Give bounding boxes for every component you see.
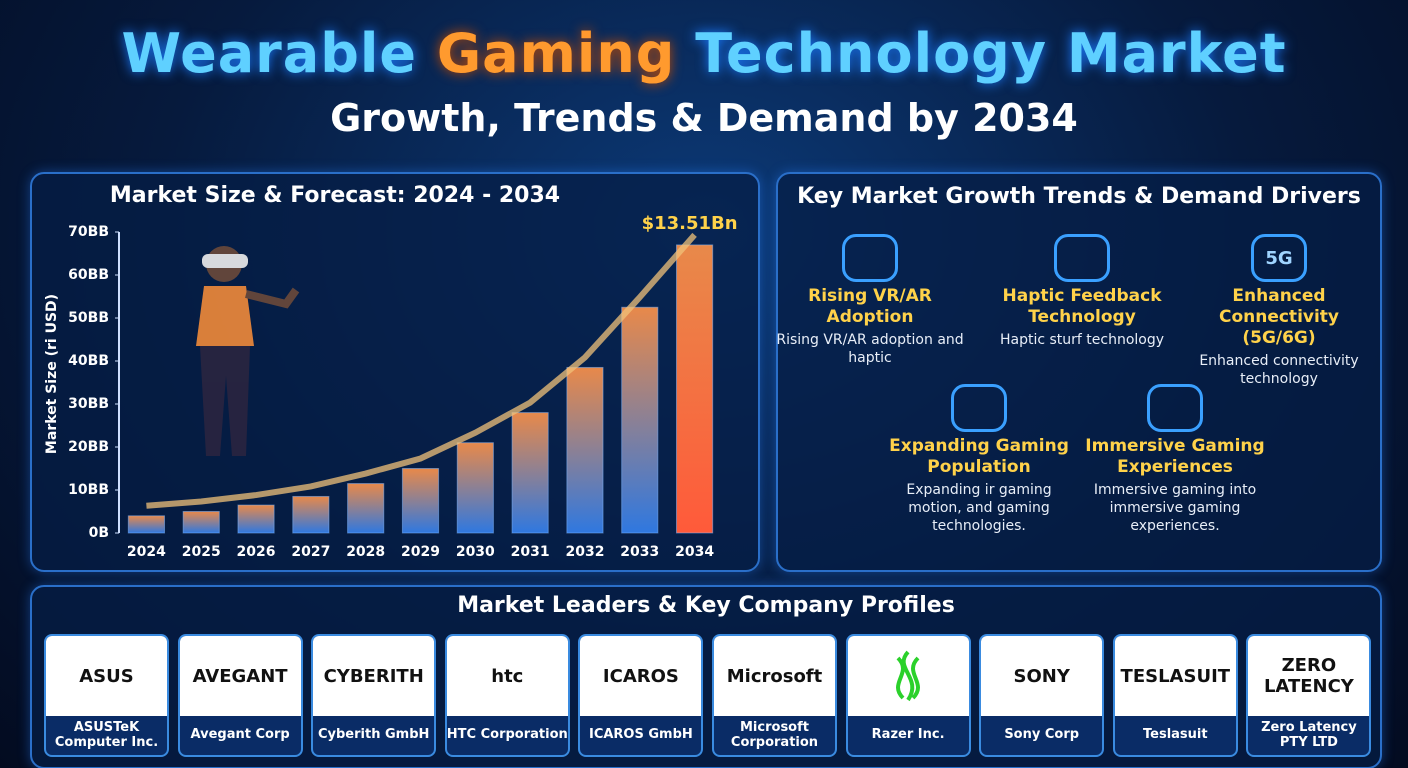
trend-text: Immersive gaming into immersive gaming e… [1093, 482, 1257, 534]
company-name: Cyberith GmbH [317, 727, 430, 742]
bar [182, 511, 220, 534]
y-tick-label: 50BB [68, 310, 109, 326]
company-logo: AVEGANT [179, 636, 301, 716]
bar [566, 366, 604, 534]
trend-item: 5G Enhanced Connectivity (5G/6G) Enhanced … [1184, 234, 1374, 388]
bar [621, 306, 659, 534]
x-tick-label: 2025 [182, 544, 221, 560]
y-tick-label: 0B [89, 525, 109, 541]
trend-title: Immersive Gaming Experiences [1085, 436, 1265, 477]
chart-panel: Market Size & Forecast: 2024 - 2034 Mark… [30, 172, 760, 572]
company-logo: Microsoft [714, 636, 835, 716]
bar [292, 495, 330, 534]
company-card: ICAROS ICAROS GmbH [578, 634, 704, 757]
company-logo: CYBERITH [313, 636, 435, 716]
trends-panel: Key Market Growth Trends & Demand Driver… [776, 172, 1382, 572]
bar [456, 442, 494, 534]
title-part: Technology Market [695, 22, 1287, 85]
chart: Market Size & Forecast: 2024 - 2034 Mark… [44, 183, 738, 560]
y-tick-label: 60BB [68, 267, 109, 283]
y-tick-label: 30BB [68, 396, 109, 412]
company-card: Razer Inc. [845, 634, 971, 757]
company-name: ICAROS GmbH [588, 727, 693, 742]
trend-item: Rising VR/AR Adoption Rising VR/AR adopti… [775, 234, 965, 367]
trends-title: Key Market Growth Trends & Demand Driver… [797, 184, 1361, 209]
company-card: SONY Sony Corp [979, 634, 1105, 757]
trend-icon: 5G [1251, 234, 1307, 282]
x-tick-label: 2027 [291, 544, 330, 560]
trend-item: Haptic Feedback Technology Haptic sturf t… [987, 234, 1177, 349]
bar [511, 412, 549, 534]
company-name: Microsoft Corporation [730, 719, 819, 750]
company-name: ASUSTeK Computer Inc. [54, 719, 159, 750]
subtitle: Growth, Trends & Demand by 2034 [330, 96, 1078, 140]
x-tick-label: 2024 [127, 544, 166, 560]
company-card: Microsoft Microsoft Corporation [712, 634, 837, 757]
x-tick-label: 2034 [675, 544, 714, 560]
company-card: htc HTC Corporation [444, 634, 570, 757]
trend-icon [1054, 234, 1110, 282]
company-logo: TESLASUIT [1114, 636, 1236, 716]
bar [401, 468, 440, 534]
title-part: Gaming [436, 22, 676, 85]
trend-text: Haptic sturf technology [999, 332, 1165, 348]
company-card: TESLASUIT Teslasuit [1112, 634, 1238, 757]
trend-item: Immersive Gaming Experiences Immersive ga… [1080, 384, 1270, 535]
bar [676, 244, 714, 534]
growth-arrow [146, 232, 697, 509]
player-figure [196, 246, 300, 456]
trend-title: Expanding Gaming Population [889, 436, 1069, 477]
x-tick-label: 2030 [456, 544, 495, 560]
company-logo: htc [446, 636, 568, 716]
trend-text: Expanding ir gaming motion, and gaming t… [906, 482, 1052, 534]
x-tick-label: 2029 [401, 544, 440, 560]
title: Wearable Gaming Technology Market [0, 22, 1408, 85]
razer-logo [896, 650, 921, 702]
y-tick-label: 40BB [68, 353, 109, 369]
bar [127, 515, 165, 534]
company-logo: ZERO LATENCY [1248, 636, 1370, 716]
company-card: ASUS ASUSTeK Computer Inc. [44, 634, 169, 757]
title-part: Wearable [121, 22, 418, 85]
x-tick-label: 2032 [565, 544, 604, 560]
trend-title: Rising VR/AR Adoption [808, 286, 932, 327]
x-tick-label: 2028 [346, 544, 385, 560]
bar [237, 504, 275, 534]
company-logo: ASUS [46, 636, 167, 716]
company-logo: SONY [981, 636, 1103, 716]
y-tick-label: 70BB [68, 224, 109, 240]
company-name: HTC Corporation [446, 727, 568, 742]
company-logo: ICAROS [580, 636, 702, 716]
company-name: Sony Corp [1004, 727, 1080, 742]
trend-icon [951, 384, 1007, 432]
chart-title: Market Size & Forecast: 2024 - 2034 [110, 183, 560, 208]
y-tick-label: 10BB [68, 482, 109, 498]
company-logo [847, 636, 969, 716]
company-card: CYBERITH Cyberith GmbH [311, 634, 437, 757]
trend-icon [1147, 384, 1203, 432]
companies-title: Market Leaders & Key Company Profiles [457, 593, 955, 618]
company-name: Razer Inc. [871, 727, 945, 742]
y-tick-label: 20BB [68, 439, 109, 455]
company-card: AVEGANT Avegant Corp [177, 634, 303, 757]
y-axis-label: Market Size (ri USD) [44, 294, 60, 454]
x-tick-label: 2031 [511, 544, 550, 560]
company-name: Avegant Corp [190, 727, 290, 742]
bar [347, 483, 385, 534]
company-name: Zero Latency PTY LTD [1261, 719, 1357, 750]
trend-item: Expanding Gaming Population Expanding ir … [884, 384, 1074, 535]
annotation: $13.51Bn [642, 213, 738, 234]
company-card: ZERO LATENCY Zero Latency PTY LTD [1246, 634, 1372, 757]
trend-text: Enhanced connectivity technology [1199, 353, 1359, 387]
trend-title: Haptic Feedback Technology [1002, 286, 1162, 327]
company-name: Teslasuit [1143, 727, 1208, 742]
trend-title: Enhanced Connectivity (5G/6G) [1218, 286, 1340, 348]
x-tick-label: 2033 [620, 544, 659, 560]
trend-icon [842, 234, 898, 282]
trend-text: Rising VR/AR adoption and haptic [776, 332, 964, 366]
x-tick-label: 2026 [237, 544, 276, 560]
